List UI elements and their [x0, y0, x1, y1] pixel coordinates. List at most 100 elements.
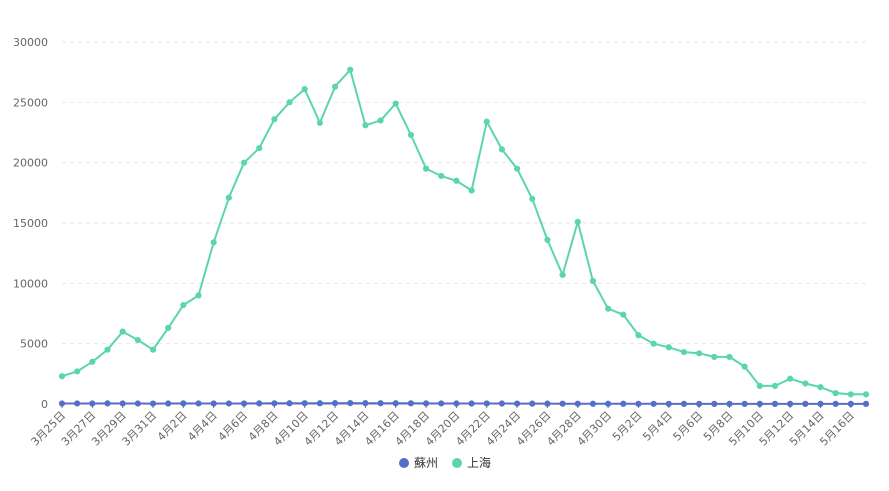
data-point[interactable]	[589, 277, 597, 285]
data-point[interactable]	[544, 400, 551, 407]
data-point[interactable]	[605, 305, 612, 312]
data-point[interactable]	[513, 165, 521, 172]
data-point[interactable]	[771, 400, 779, 407]
data-point[interactable]	[468, 187, 475, 194]
legend-item-0[interactable]: 蘇州	[399, 456, 438, 470]
data-point[interactable]	[832, 400, 839, 407]
data-point[interactable]	[58, 400, 66, 407]
data-point[interactable]	[104, 346, 111, 353]
data-point[interactable]	[407, 131, 415, 139]
data-point[interactable]	[134, 400, 141, 407]
data-point[interactable]	[726, 353, 733, 361]
data-point[interactable]	[741, 400, 748, 407]
data-point[interactable]	[665, 400, 672, 407]
data-point[interactable]	[362, 122, 369, 129]
data-point[interactable]	[802, 380, 809, 387]
data-point[interactable]	[225, 400, 232, 407]
data-point[interactable]	[331, 400, 339, 407]
data-point[interactable]	[286, 400, 293, 407]
data-point[interactable]	[392, 400, 399, 407]
data-point[interactable]	[711, 353, 718, 361]
data-point[interactable]	[165, 324, 172, 332]
data-point[interactable]	[210, 400, 217, 407]
data-point[interactable]	[847, 391, 854, 398]
legend-item-1[interactable]: 上海	[452, 455, 491, 470]
data-point[interactable]	[240, 400, 248, 407]
data-point[interactable]	[802, 400, 809, 407]
data-point[interactable]	[468, 400, 475, 407]
data-point[interactable]	[756, 382, 763, 389]
data-point[interactable]	[574, 400, 581, 407]
data-point[interactable]	[589, 400, 597, 407]
data-point[interactable]	[89, 400, 96, 407]
data-point[interactable]	[862, 400, 870, 407]
data-point[interactable]	[635, 332, 642, 339]
data-point[interactable]	[498, 400, 506, 407]
data-point[interactable]	[696, 400, 703, 407]
data-point[interactable]	[165, 400, 172, 407]
data-point[interactable]	[104, 400, 111, 407]
data-point[interactable]	[58, 373, 66, 380]
data-point[interactable]	[483, 118, 490, 125]
data-point[interactable]	[741, 363, 748, 370]
data-point[interactable]	[195, 292, 202, 299]
data-point[interactable]	[498, 146, 506, 153]
data-point[interactable]	[438, 400, 445, 407]
data-point[interactable]	[787, 375, 794, 382]
data-point[interactable]	[726, 400, 733, 407]
data-point[interactable]	[680, 349, 688, 356]
data-point[interactable]	[422, 165, 430, 172]
data-point[interactable]	[422, 400, 430, 407]
data-point[interactable]	[225, 194, 232, 201]
data-point[interactable]	[89, 358, 96, 365]
data-point[interactable]	[316, 119, 323, 126]
data-point[interactable]	[756, 400, 763, 407]
data-point[interactable]	[119, 328, 126, 335]
data-point[interactable]	[301, 400, 308, 407]
data-point[interactable]	[513, 400, 521, 407]
data-point[interactable]	[316, 400, 323, 407]
data-point[interactable]	[286, 99, 293, 106]
data-point[interactable]	[559, 271, 566, 278]
data-point[interactable]	[605, 400, 612, 407]
data-point[interactable]	[635, 400, 642, 407]
data-point[interactable]	[453, 177, 460, 184]
data-point[interactable]	[407, 400, 415, 407]
data-point[interactable]	[817, 384, 824, 391]
data-point[interactable]	[74, 368, 81, 375]
data-point[interactable]	[832, 390, 839, 397]
data-point[interactable]	[771, 382, 779, 389]
data-point[interactable]	[362, 400, 369, 407]
data-point[interactable]	[650, 400, 657, 407]
data-point[interactable]	[256, 145, 263, 152]
data-point[interactable]	[256, 400, 263, 407]
data-point[interactable]	[149, 400, 157, 407]
data-point[interactable]	[696, 350, 703, 357]
data-point[interactable]	[347, 399, 354, 407]
data-point[interactable]	[529, 195, 536, 202]
data-point[interactable]	[134, 336, 141, 344]
data-point[interactable]	[377, 117, 384, 124]
data-point[interactable]	[787, 400, 794, 407]
data-point[interactable]	[149, 346, 157, 353]
data-point[interactable]	[665, 344, 672, 351]
data-point[interactable]	[711, 400, 718, 407]
data-point[interactable]	[817, 400, 824, 407]
data-point[interactable]	[74, 400, 81, 407]
data-point[interactable]	[680, 400, 688, 407]
data-point[interactable]	[347, 66, 354, 73]
data-point[interactable]	[271, 116, 278, 123]
data-point[interactable]	[210, 239, 217, 246]
data-point[interactable]	[453, 400, 460, 407]
data-point[interactable]	[544, 236, 551, 243]
data-point[interactable]	[620, 311, 627, 318]
data-point[interactable]	[271, 400, 278, 407]
data-point[interactable]	[392, 100, 399, 107]
data-point[interactable]	[331, 83, 339, 90]
data-point[interactable]	[559, 400, 566, 407]
data-point[interactable]	[301, 85, 308, 93]
data-point[interactable]	[240, 159, 248, 166]
data-point[interactable]	[529, 400, 536, 407]
data-point[interactable]	[847, 400, 854, 407]
data-point[interactable]	[650, 340, 657, 347]
